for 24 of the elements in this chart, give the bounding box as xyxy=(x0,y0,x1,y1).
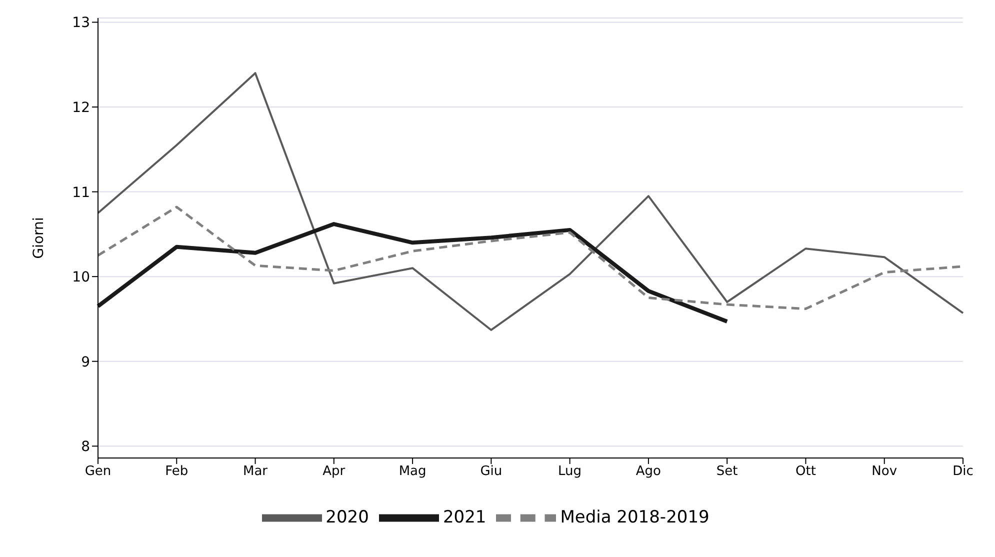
x-tick-label: Ago xyxy=(636,464,662,480)
x-tick-label: Giu xyxy=(480,464,502,480)
x-tick-label: Nov xyxy=(872,464,898,480)
x-tick-label: Mag xyxy=(398,464,426,480)
y-axis-title: Giorni xyxy=(30,217,47,259)
y-tick-label: 11 xyxy=(72,184,90,201)
line-series xyxy=(97,72,964,331)
line-series xyxy=(96,222,730,324)
legend-label: 2021 xyxy=(442,508,486,528)
x-tick-label: Ott xyxy=(796,464,816,480)
y-tick-label: 9 xyxy=(81,354,90,370)
x-tick-label: Dic xyxy=(952,464,974,480)
legend-label: 2020 xyxy=(326,508,369,528)
y-tick-label: 10 xyxy=(72,270,90,286)
x-tick-label: Feb xyxy=(165,464,188,480)
y-tick-label: 8 xyxy=(81,439,90,456)
y-tick-label: 13 xyxy=(72,15,90,32)
y-tick-label: 12 xyxy=(72,100,90,116)
x-tick-label: Set xyxy=(716,464,738,480)
x-tick-label: Mar xyxy=(243,464,268,480)
x-tick-label: Lug xyxy=(558,464,582,480)
x-tick-label: Gen xyxy=(84,464,112,480)
x-tick-label: Apr xyxy=(322,464,346,480)
legend-label: Media 2018-2019 xyxy=(560,508,710,528)
